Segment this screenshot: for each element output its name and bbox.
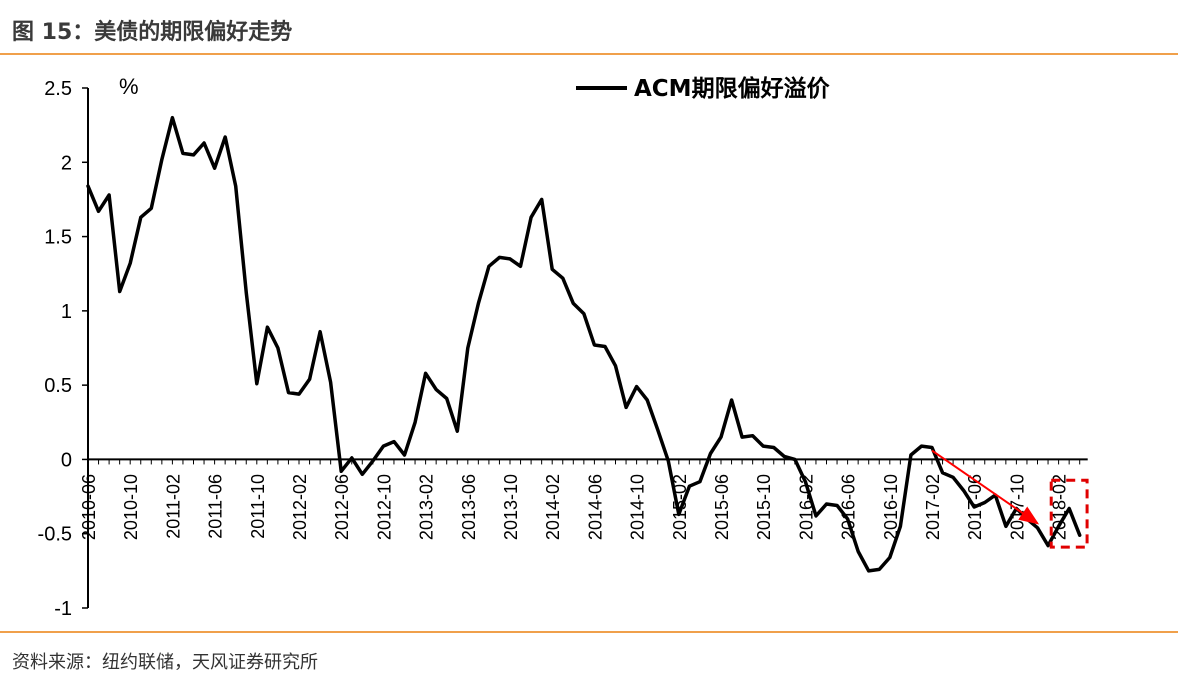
y-tick-label: 0 — [61, 449, 72, 471]
y-tick-label: -1 — [54, 598, 72, 620]
x-tick-label: 2011-02 — [163, 474, 183, 539]
x-tick-label: 2013-10 — [501, 474, 521, 540]
x-tick-label: 2017-10 — [1007, 474, 1027, 540]
y-unit-label: % — [119, 74, 139, 99]
top-divider — [0, 53, 1178, 55]
bottom-divider — [0, 631, 1178, 633]
x-tick-label: 2015-06 — [712, 474, 732, 540]
y-tick-label: 1.5 — [44, 227, 72, 249]
source-note: 资料来源：纽约联储，天风证券研究所 — [12, 652, 318, 673]
x-tick-label: 2014-06 — [585, 474, 605, 540]
y-tick-label: 0.5 — [44, 375, 72, 397]
x-tick-label: 2013-06 — [459, 474, 479, 540]
x-tick-label: 2016-06 — [839, 474, 859, 540]
x-tick-label: 2015-10 — [754, 474, 774, 540]
series-line-acm — [86, 115, 1082, 573]
x-tick-label: 2018-02 — [1050, 474, 1070, 540]
x-tick-label: 2012-06 — [332, 474, 352, 540]
x-tick-label: 2016-10 — [881, 474, 901, 540]
x-tick-label: 2010-10 — [121, 474, 141, 540]
x-tick-label: 2011-10 — [248, 474, 268, 539]
figure-title: 图 15：美债的期限偏好走势 — [12, 20, 293, 45]
trend-arrow — [931, 449, 1040, 525]
y-tick-label: 2 — [61, 152, 72, 174]
highlight-box — [1049, 478, 1089, 549]
x-tick-label: 2017-02 — [923, 474, 943, 540]
y-tick-label: 2.5 — [44, 78, 72, 100]
x-tick-label: 2010-06 — [79, 474, 99, 540]
x-tick-label: 2016-02 — [796, 474, 816, 540]
x-tick-label: 2014-02 — [543, 474, 563, 540]
x-tick-label: 2011-06 — [206, 474, 226, 539]
x-tick-label: 2012-10 — [374, 474, 394, 540]
x-tick-label: 2014-10 — [628, 474, 648, 540]
x-tick-label: 2013-02 — [417, 474, 437, 540]
y-tick-label: 1 — [61, 301, 72, 323]
legend-label: ACM期限偏好溢价 — [634, 75, 831, 102]
x-tick-label: 2012-02 — [290, 474, 310, 540]
y-tick-label: -0.5 — [38, 524, 72, 546]
